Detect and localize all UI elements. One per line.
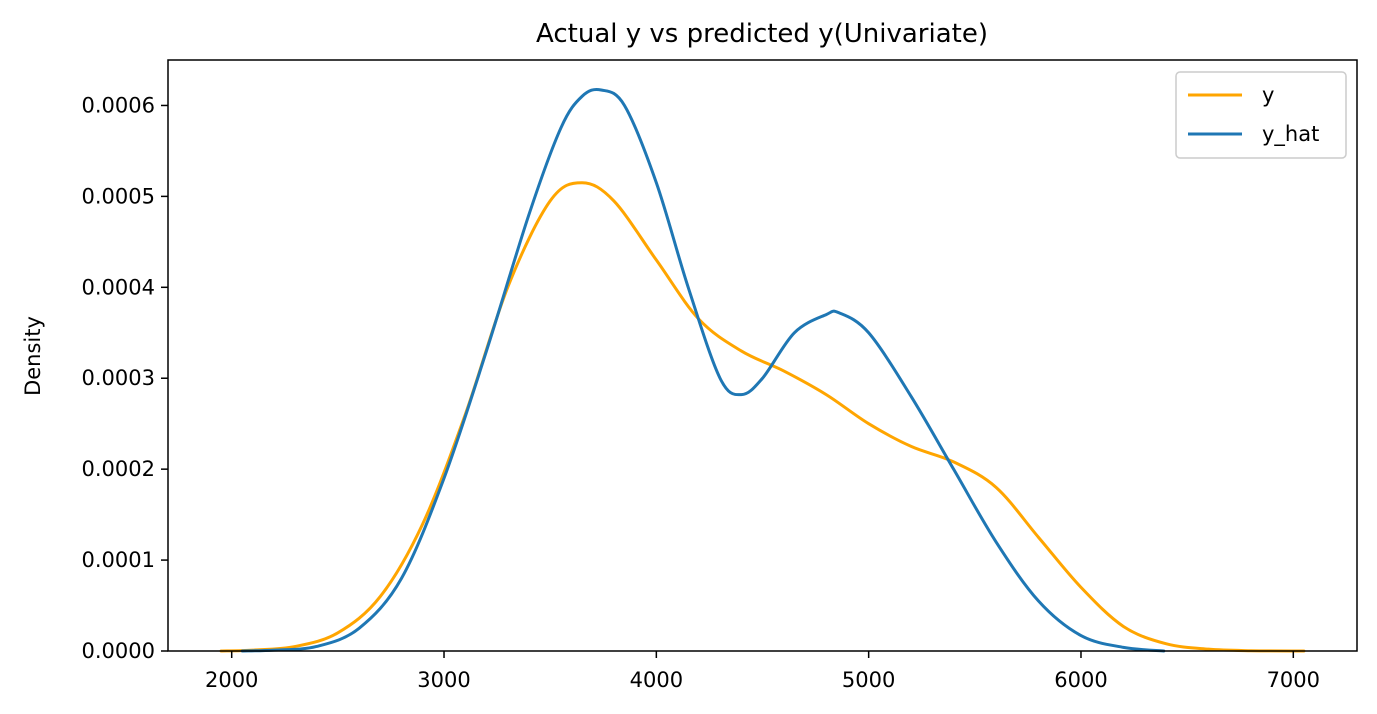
plot-area (219, 87, 1306, 653)
legend-label-y: y (1262, 83, 1274, 107)
y-tick-label: 0.0005 (82, 184, 155, 208)
x-tick-label: 5000 (842, 668, 895, 692)
x-tick-label: 6000 (1054, 668, 1107, 692)
legend: y y_hat (1175, 71, 1347, 159)
y-tick-label: 0.0003 (82, 366, 155, 390)
y-tick-label: 0.0000 (82, 639, 155, 663)
x-tick-label: 3000 (417, 668, 470, 692)
chart-title: Actual y vs predicted y(Univariate) (536, 19, 988, 49)
legend-box (1175, 71, 1347, 159)
series-line-y (219, 181, 1306, 653)
x-tick-label: 2000 (205, 668, 258, 692)
series-line-y-hat (240, 87, 1166, 653)
y-tick-label: 0.0006 (82, 93, 155, 117)
x-axis: 2000 3000 4000 5000 6000 7000 (205, 651, 1320, 692)
y-tick-label: 0.0004 (82, 275, 155, 299)
plot-frame (167, 59, 1358, 652)
x-tick-label: 7000 (1267, 668, 1320, 692)
y-axis: 0.0000 0.0001 0.0002 0.0003 0.0004 0.0005 0.00… (82, 93, 168, 663)
legend-label-y-hat: y_hat (1262, 122, 1319, 147)
y-axis-label: Density (21, 316, 45, 396)
x-tick-label: 4000 (630, 668, 683, 692)
y-tick-label: 0.0001 (82, 548, 155, 572)
y-tick-label: 0.0002 (82, 457, 155, 481)
